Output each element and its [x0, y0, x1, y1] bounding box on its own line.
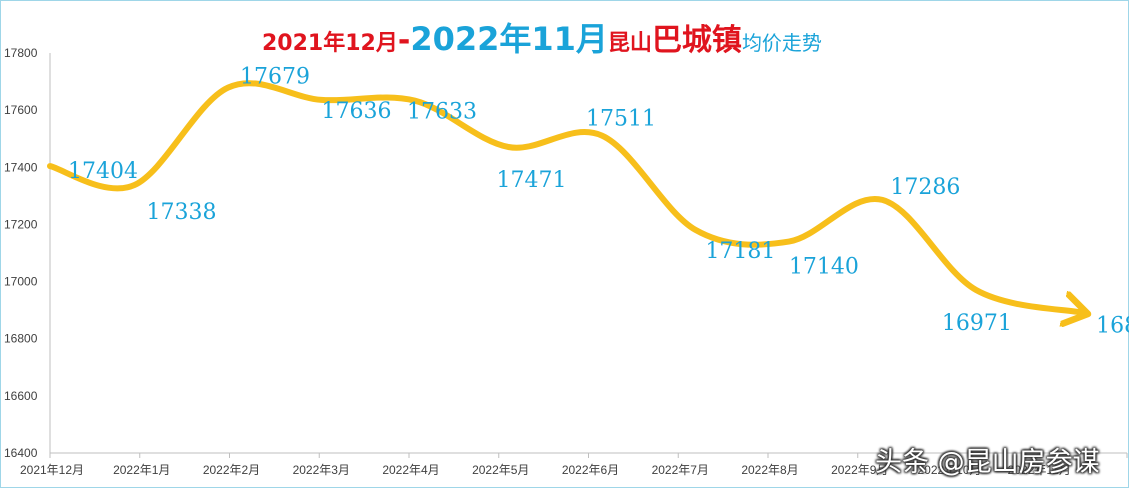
axes-group [49, 53, 1128, 458]
data-label: 17511 [586, 107, 656, 132]
x-tick-label: 2022年8月 [741, 463, 798, 477]
title-end-date: 2022年11月 [410, 20, 608, 58]
data-label: 17140 [789, 255, 859, 280]
x-tick-label: 2022年10月 [917, 463, 981, 477]
x-tick-label: 2022年5月 [472, 463, 529, 477]
x-tick-label: 2022年4月 [382, 463, 439, 477]
data-label: 17636 [321, 99, 391, 124]
price-trend-line [47, 80, 1082, 313]
title-city: 昆山 [607, 31, 652, 56]
title-dash: - [397, 23, 411, 58]
data-label: 17404 [68, 159, 138, 184]
data-label: 17633 [407, 100, 477, 125]
y-tick-label: 17000 [4, 275, 38, 289]
x-tick-label: 2022年2月 [203, 463, 260, 477]
data-label: 17338 [147, 200, 217, 225]
data-label: 17471 [496, 168, 566, 193]
data-label: 16891 [1096, 314, 1129, 339]
y-tick-label: 16800 [4, 332, 38, 346]
data-label: 17286 [890, 175, 960, 200]
x-tick-label: 2021年12月 [20, 463, 84, 477]
x-tick-label: 2022年1月 [113, 463, 170, 477]
y-tick-label: 17600 [4, 103, 38, 117]
data-labels: 17404 17338 17679 17636 17633 17471 17511 17181… [68, 65, 1129, 339]
data-label: 17181 [705, 239, 775, 264]
title-suffix: 均价走势 [741, 31, 822, 55]
x-tick-labels: 2021年12月 2022年1月 2022年2月 2022年3月 2022年4月 2022… [20, 463, 1071, 477]
x-tick-label: 2022年6月 [562, 463, 619, 477]
data-label: 17679 [240, 65, 310, 90]
title-town: 巴城镇 [651, 23, 742, 58]
y-tick-labels: 16400 16600 16800 17000 17200 17400 17600 17800 [4, 46, 38, 460]
data-label: 16971 [942, 311, 1012, 336]
y-tick-label: 16600 [4, 389, 38, 403]
chart-title: 2021年12月-2022年11月昆山巴城镇均价走势 [262, 14, 822, 60]
y-tick-label: 17400 [4, 160, 38, 174]
watermark: 头条 @昆山房参谋 [875, 447, 1100, 478]
y-tick-label: 17200 [4, 217, 38, 231]
title-start-date: 2021年12月 [262, 31, 398, 56]
x-tick-label: 2022年9月 [831, 463, 888, 477]
x-tick-label: 2022年7月 [652, 463, 709, 477]
x-tick-label: 2022年11月 [1008, 463, 1071, 477]
x-tick-label: 2022年3月 [293, 463, 350, 477]
y-tick-label: 17800 [4, 46, 38, 60]
y-tick-label: 16400 [4, 446, 38, 460]
